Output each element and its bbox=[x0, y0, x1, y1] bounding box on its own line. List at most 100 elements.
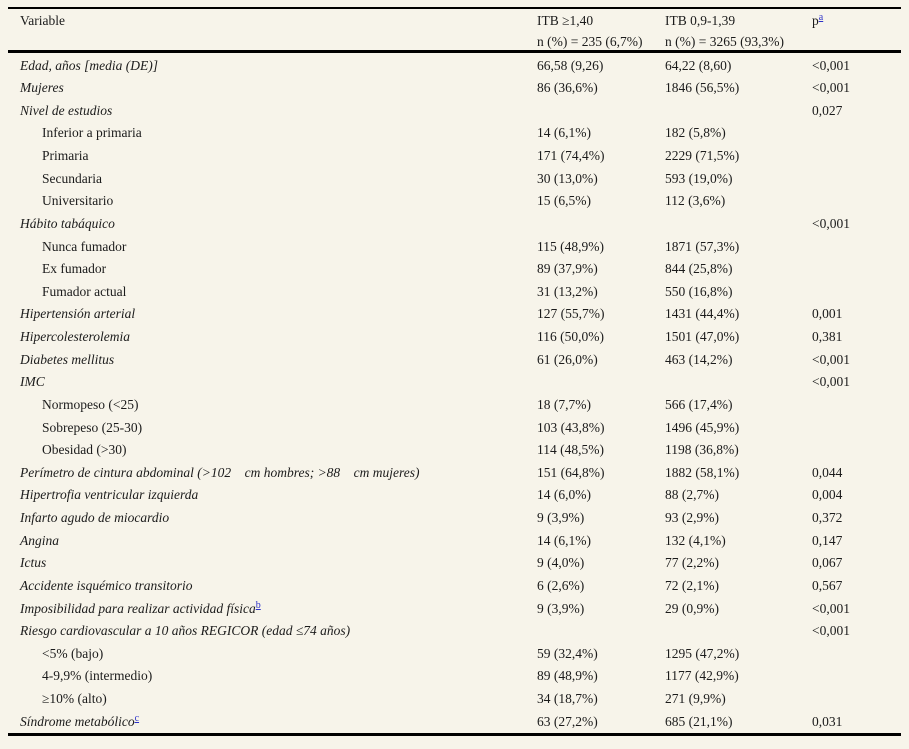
row-label-text: Nivel de estudios bbox=[20, 102, 113, 118]
table-row: Normopeso (<25) 18 (7,7%) 566 (17,4%) bbox=[0, 393, 909, 416]
row-value-itb-high: 66,58 (9,26) bbox=[537, 57, 604, 73]
header-itb-high-n: n (%) = 235 (6,7%) bbox=[537, 34, 643, 49]
row-label-text: ≥10% (alto) bbox=[42, 691, 107, 707]
row-label: Diabetes mellitus bbox=[0, 352, 537, 368]
table-row: Hipercolesterolemia 116 (50,0%) 1501 (47… bbox=[0, 326, 909, 349]
row-value-itb-high: 18 (7,7%) bbox=[537, 396, 591, 412]
row-label: <5% (bajo) bbox=[0, 646, 537, 662]
row-value-itb-normal: 77 (2,2%) bbox=[665, 555, 719, 571]
table-row: Primaria 171 (74,4%) 2229 (71,5%) bbox=[0, 145, 909, 168]
row-label: Infarto agudo de miocardio bbox=[0, 510, 537, 526]
row-label: Riesgo cardiovascular a 10 años REGICOR … bbox=[0, 623, 537, 639]
row-label-text: Hábito tabáquico bbox=[20, 215, 115, 231]
row-label: Secundaria bbox=[0, 171, 537, 187]
row-value-itb-normal: 72 (2,1%) bbox=[665, 577, 719, 593]
row-value-itb-normal: 88 (2,7%) bbox=[665, 487, 719, 503]
row-value-itb-high: 171 (74,4%) bbox=[537, 148, 605, 164]
row-label: Universitario bbox=[0, 193, 537, 209]
row-label-text: Hipertensión arterial bbox=[20, 306, 136, 322]
footnote-link[interactable]: b bbox=[255, 600, 261, 611]
header-itb-high-label: ITB ≥1,40 bbox=[537, 13, 594, 28]
row-label-text: Angina bbox=[20, 532, 59, 548]
table-row: Universitario 15 (6,5%) 112 (3,6%) bbox=[0, 190, 909, 213]
row-value-itb-normal: 593 (19,0%) bbox=[665, 170, 733, 186]
row-label-text: Sobrepeso (25-30) bbox=[42, 419, 143, 435]
row-value-itb-high: 116 (50,0%) bbox=[537, 329, 604, 345]
row-value-itb-normal: 1496 (45,9%) bbox=[665, 419, 740, 435]
footnote-a-link[interactable]: a bbox=[818, 13, 824, 23]
table-row: Hipertensión arterial 127 (55,7%) 1431 (… bbox=[0, 303, 909, 326]
row-label: Imposibilidad para realizar actividad fí… bbox=[0, 601, 537, 617]
row-label: Ex fumador bbox=[0, 261, 537, 277]
footnote-link[interactable]: c bbox=[134, 713, 140, 724]
row-label-text: Riesgo cardiovascular a 10 años REGICOR … bbox=[20, 623, 351, 639]
row-p-value: <0,001 bbox=[812, 351, 850, 367]
row-value-itb-high: 151 (64,8%) bbox=[537, 464, 605, 480]
table-row: <5% (bajo) 59 (32,4%) 1295 (47,2%) bbox=[0, 642, 909, 665]
row-value-itb-high: 86 (36,6%) bbox=[537, 80, 598, 96]
row-label-text: Infarto agudo de miocardio bbox=[20, 510, 170, 526]
row-label: ≥10% (alto) bbox=[0, 691, 537, 707]
table-row: ≥10% (alto) 34 (18,7%) 271 (9,9%) bbox=[0, 688, 909, 711]
row-p-value: <0,001 bbox=[812, 80, 850, 96]
row-value-itb-high: 61 (26,0%) bbox=[537, 351, 598, 367]
row-label-text: Imposibilidad para realizar actividad fí… bbox=[20, 600, 256, 616]
row-value-itb-high: 89 (48,9%) bbox=[537, 668, 598, 684]
row-label: Hipertrofia ventricular izquierda bbox=[0, 487, 537, 503]
row-value-itb-normal: 685 (21,1%) bbox=[665, 713, 733, 729]
row-label: Edad, años [media (DE)] bbox=[0, 58, 537, 74]
row-p-value: 0,381 bbox=[812, 329, 843, 345]
row-label: Ictus bbox=[0, 555, 537, 571]
table-row: Diabetes mellitus 61 (26,0%) 463 (14,2%)… bbox=[0, 348, 909, 371]
table-body: Edad, años [media (DE)] 66,58 (9,26) 64,… bbox=[0, 54, 909, 733]
table-row: IMC <0,001 bbox=[0, 371, 909, 394]
row-value-itb-high: 15 (6,5%) bbox=[537, 193, 591, 209]
row-value-itb-high: 14 (6,1%) bbox=[537, 532, 591, 548]
row-value-itb-normal: 463 (14,2%) bbox=[665, 351, 733, 367]
table-row: Inferior a primaria 14 (6,1%) 182 (5,8%) bbox=[0, 122, 909, 145]
row-label-text: Síndrome metabólico bbox=[20, 713, 135, 729]
table-row: Fumador actual 31 (13,2%) 550 (16,8%) bbox=[0, 280, 909, 303]
row-value-itb-high: 89 (37,9%) bbox=[537, 261, 598, 277]
table-row: 4-9,9% (intermedio) 89 (48,9%) 1177 (42,… bbox=[0, 665, 909, 688]
row-label: Fumador actual bbox=[0, 284, 537, 300]
row-value-itb-high: 114 (48,5%) bbox=[537, 442, 604, 458]
row-p-value: <0,001 bbox=[812, 600, 850, 616]
table-bottom-rule bbox=[8, 733, 901, 736]
header-variable: Variable bbox=[20, 13, 65, 28]
table-row: Hábito tabáquico <0,001 bbox=[0, 212, 909, 235]
row-p-value: <0,001 bbox=[812, 57, 850, 73]
row-value-itb-normal: 1295 (47,2%) bbox=[665, 645, 740, 661]
row-label-text: Fumador actual bbox=[42, 283, 127, 299]
row-value-itb-high: 34 (18,7%) bbox=[537, 691, 598, 707]
header-itb-normal-label: ITB 0,9-1,39 bbox=[665, 13, 736, 28]
row-label: Hábito tabáquico bbox=[0, 216, 537, 232]
table-row: Angina 14 (6,1%) 132 (4,1%) 0,147 bbox=[0, 529, 909, 552]
row-label-text: Hipercolesterolemia bbox=[20, 329, 130, 345]
row-value-itb-high: 14 (6,0%) bbox=[537, 487, 591, 503]
row-p-value: <0,001 bbox=[812, 623, 850, 639]
row-label: Angina bbox=[0, 533, 537, 549]
row-value-itb-normal: 550 (16,8%) bbox=[665, 283, 733, 299]
row-value-itb-high: 103 (43,8%) bbox=[537, 419, 605, 435]
header-p-label: pa bbox=[812, 13, 909, 29]
row-label: Mujeres bbox=[0, 80, 537, 96]
row-label: Accidente isquémico transitorio bbox=[0, 578, 537, 594]
row-p-value: 0,027 bbox=[812, 102, 843, 118]
row-label-text: Nunca fumador bbox=[42, 238, 127, 254]
row-value-itb-normal: 1198 (36,8%) bbox=[665, 442, 739, 458]
row-p-value: <0,001 bbox=[812, 215, 850, 231]
row-label: Normopeso (<25) bbox=[0, 397, 537, 413]
row-label-text: 4-9,9% (intermedio) bbox=[42, 668, 153, 684]
row-label-text: Edad, años [media (DE)] bbox=[20, 57, 158, 73]
header-line-2: n (%) = 235 (6,7%) n (%) = 3265 (93,3%) bbox=[0, 34, 909, 50]
row-value-itb-normal: 844 (25,8%) bbox=[665, 261, 733, 277]
row-value-itb-high: 14 (6,1%) bbox=[537, 125, 591, 141]
row-label-text: <5% (bajo) bbox=[42, 645, 104, 661]
row-p-value: 0,031 bbox=[812, 713, 843, 729]
row-value-itb-normal: 182 (5,8%) bbox=[665, 125, 726, 141]
row-p-value: 0,147 bbox=[812, 532, 843, 548]
table-row: Ictus 9 (4,0%) 77 (2,2%) 0,067 bbox=[0, 552, 909, 575]
table-row: Edad, años [media (DE)] 66,58 (9,26) 64,… bbox=[0, 54, 909, 77]
row-label-text: Perímetro de cintura abdominal (>102 cm … bbox=[20, 464, 420, 480]
